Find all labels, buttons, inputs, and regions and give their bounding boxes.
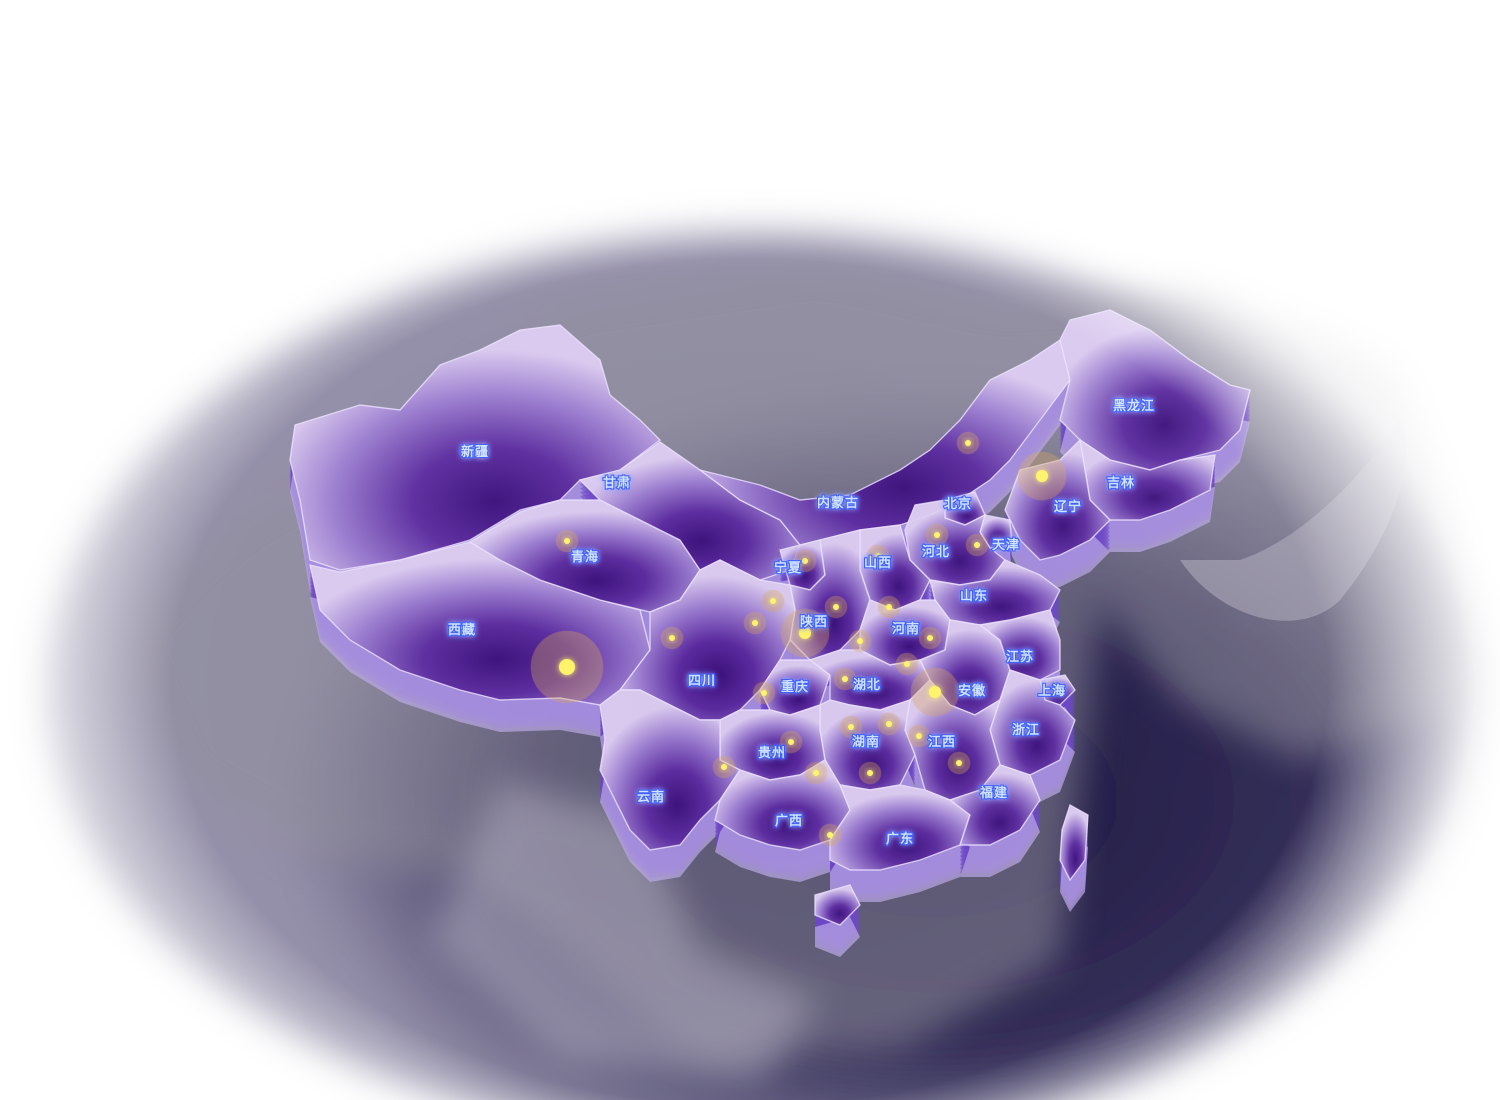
label-hebei: 河北 xyxy=(922,544,950,560)
label-chongqing: 重庆 xyxy=(781,679,809,695)
point-core xyxy=(559,659,575,675)
label-qinghai: 青海 xyxy=(571,549,599,565)
scatter-point-p-guizhou-s[interactable] xyxy=(712,755,736,779)
point-core xyxy=(904,661,910,667)
label-zhejiang: 浙江 xyxy=(1012,722,1040,738)
label-anhui: 安徽 xyxy=(958,683,986,699)
label-fujian: 福建 xyxy=(979,785,1008,801)
label-jiangxi: 江西 xyxy=(928,734,956,750)
scatter-point-p-liaoning[interactable] xyxy=(1017,451,1067,501)
scatter-point-p-hebei[interactable] xyxy=(925,523,949,547)
point-core xyxy=(848,724,854,730)
point-core xyxy=(886,721,892,727)
point-core xyxy=(813,770,819,776)
scatter-point-p-anhui[interactable] xyxy=(910,667,960,717)
point-core xyxy=(788,739,794,745)
scatter-point-p-hunan-e[interactable] xyxy=(877,712,901,736)
scatter-point-p-henan-c[interactable] xyxy=(877,595,901,619)
label-tianjin: 天津 xyxy=(992,537,1020,553)
scatter-point-p-gansu-s[interactable] xyxy=(660,626,684,650)
scatter-point-p-henan-w[interactable] xyxy=(848,629,872,653)
scatter-point-p-shaanxi-e[interactable] xyxy=(824,595,848,619)
point-core xyxy=(842,676,848,682)
point-core xyxy=(761,690,767,696)
point-core xyxy=(833,604,839,610)
point-core xyxy=(802,558,808,564)
point-core xyxy=(564,538,570,544)
point-core xyxy=(956,760,962,766)
point-core xyxy=(827,832,833,838)
point-core xyxy=(916,733,922,739)
label-hunan: 湖南 xyxy=(852,734,880,750)
scatter-point-p-neimenggu[interactable] xyxy=(956,431,980,455)
scatter-point-p-shaanxi-w[interactable] xyxy=(743,611,767,635)
label-guizhou: 贵州 xyxy=(758,745,786,761)
point-core xyxy=(857,638,863,644)
scatter-point-p-qinghai[interactable] xyxy=(555,529,579,553)
scatter-point-p-shaanxi-n[interactable] xyxy=(761,589,785,613)
label-jiangsu: 江苏 xyxy=(1006,649,1034,665)
point-core xyxy=(886,604,892,610)
scatter-point-p-guangxi-n[interactable] xyxy=(804,761,828,785)
point-core xyxy=(934,532,940,538)
scatter-point-p-guangxi-e[interactable] xyxy=(818,823,842,847)
label-ningxia: 宁夏 xyxy=(774,560,802,576)
label-xinjiang: 新疆 xyxy=(461,444,489,460)
label-neimenggu: 内蒙古 xyxy=(817,495,859,511)
scatter-point-p-tianjin[interactable] xyxy=(965,533,989,557)
label-gansu: 甘肃 xyxy=(603,475,631,491)
scatter-point-p-henan-e[interactable] xyxy=(918,626,942,650)
point-core xyxy=(721,764,727,770)
label-guangdong: 广东 xyxy=(886,831,914,847)
point-core xyxy=(927,635,933,641)
label-xizang: 西藏 xyxy=(448,622,476,638)
point-core xyxy=(974,542,980,548)
label-hubei: 湖北 xyxy=(853,678,881,693)
label-guangxi: 广西 xyxy=(775,813,803,829)
scatter-point-p-jiangxi-s[interactable] xyxy=(947,751,971,775)
label-shandong: 山东 xyxy=(960,588,988,604)
scatter-point-p-henan-s[interactable] xyxy=(895,652,919,676)
label-beijing: 北京 xyxy=(944,496,972,512)
label-jilin: 吉林 xyxy=(1107,475,1135,491)
label-shaanxi: 陕西 xyxy=(800,614,828,630)
scatter-point-p-hunan-s[interactable] xyxy=(858,761,882,785)
point-core xyxy=(929,686,941,698)
label-sichuan: 四川 xyxy=(688,674,716,689)
point-core xyxy=(669,635,675,641)
label-liaoning: 辽宁 xyxy=(1054,499,1082,515)
point-core xyxy=(770,598,776,604)
point-core xyxy=(1036,470,1048,482)
label-shanghai: 上海 xyxy=(1038,683,1066,699)
point-core xyxy=(965,440,971,446)
label-henan: 河南 xyxy=(892,621,920,637)
scatter-point-p-chongqing[interactable] xyxy=(752,681,776,705)
label-shanxi: 山西 xyxy=(864,555,892,571)
scatter-point-p-xizang-big[interactable] xyxy=(530,630,604,704)
label-heilongjiang: 黑龙江 xyxy=(1113,398,1155,414)
point-core xyxy=(867,770,873,776)
scatter-point-p-jiangxi-w[interactable] xyxy=(907,724,931,748)
point-core xyxy=(752,620,758,626)
label-yunnan: 云南 xyxy=(637,789,665,805)
